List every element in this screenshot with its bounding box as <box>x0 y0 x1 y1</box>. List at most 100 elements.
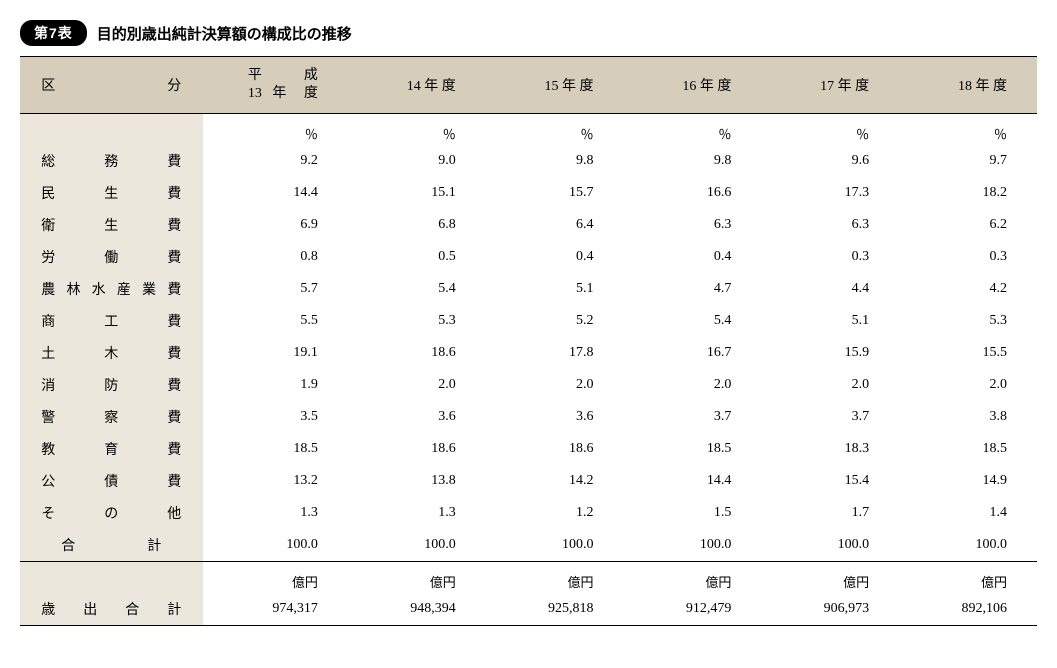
row-6-v1: 18.6 <box>348 337 486 369</box>
row-1-v1: 15.1 <box>348 177 486 209</box>
row-5-label: 商工費 <box>20 305 203 337</box>
grand-row-v2: 925,818 <box>486 593 624 626</box>
unit-pct-row-v2: ％ <box>486 114 624 146</box>
data-table: 区 分 平 成13 年 度 14 年 度 15 年 度 16 年 度 17 年 … <box>20 56 1037 626</box>
row-0: 総務費9.29.09.89.89.69.7 <box>20 145 1037 177</box>
row-5-v3: 5.4 <box>624 305 762 337</box>
row-6-label: 土木費 <box>20 337 203 369</box>
total-row-v0: 100.0 <box>203 529 348 562</box>
row-1: 民生費14.415.115.716.617.318.2 <box>20 177 1037 209</box>
row-11-v3: 1.5 <box>624 497 762 529</box>
unit-yen-row-v1: 億円 <box>348 562 486 594</box>
row-0-v0: 9.2 <box>203 145 348 177</box>
total-row-v3: 100.0 <box>624 529 762 562</box>
row-8-v4: 3.7 <box>761 401 899 433</box>
row-2-v2: 6.4 <box>486 209 624 241</box>
row-10-v2: 14.2 <box>486 465 624 497</box>
row-2-v5: 6.2 <box>899 209 1037 241</box>
grand-row: 歳出合計974,317948,394925,818912,479906,9738… <box>20 593 1037 626</box>
unit-pct-row-v0: ％ <box>203 114 348 146</box>
row-5-v2: 5.2 <box>486 305 624 337</box>
row-6-v2: 17.8 <box>486 337 624 369</box>
total-row-v4: 100.0 <box>761 529 899 562</box>
row-5-v1: 5.3 <box>348 305 486 337</box>
row-8-v1: 3.6 <box>348 401 486 433</box>
unit-pct-row-v4: ％ <box>761 114 899 146</box>
row-5-v4: 5.1 <box>761 305 899 337</box>
row-0-v5: 9.7 <box>899 145 1037 177</box>
grand-row-v0: 974,317 <box>203 593 348 626</box>
row-4-label: 農林水産業費 <box>20 273 203 305</box>
row-3-v1: 0.5 <box>348 241 486 273</box>
row-5-v0: 5.5 <box>203 305 348 337</box>
row-10-v4: 15.4 <box>761 465 899 497</box>
row-11: その他1.31.31.21.51.71.4 <box>20 497 1037 529</box>
row-9-v0: 18.5 <box>203 433 348 465</box>
row-7-v0: 1.9 <box>203 369 348 401</box>
unit-pct-row-label <box>20 114 203 146</box>
row-0-v2: 9.8 <box>486 145 624 177</box>
row-6-v5: 15.5 <box>899 337 1037 369</box>
unit-yen-row-v0: 億円 <box>203 562 348 594</box>
header-row: 区 分 平 成13 年 度 14 年 度 15 年 度 16 年 度 17 年 … <box>20 57 1037 114</box>
row-1-v4: 17.3 <box>761 177 899 209</box>
row-11-v4: 1.7 <box>761 497 899 529</box>
row-4: 農林水産業費5.75.45.14.74.44.2 <box>20 273 1037 305</box>
row-9-v5: 18.5 <box>899 433 1037 465</box>
row-5: 商工費5.55.35.25.45.15.3 <box>20 305 1037 337</box>
total-row: 合計100.0100.0100.0100.0100.0100.0 <box>20 529 1037 562</box>
row-7-label: 消防費 <box>20 369 203 401</box>
row-10-v3: 14.4 <box>624 465 762 497</box>
total-row-label: 合計 <box>20 529 203 562</box>
row-2-v4: 6.3 <box>761 209 899 241</box>
row-4-v1: 5.4 <box>348 273 486 305</box>
row-6-v0: 19.1 <box>203 337 348 369</box>
row-7-v1: 2.0 <box>348 369 486 401</box>
row-7-v2: 2.0 <box>486 369 624 401</box>
row-9-v2: 18.6 <box>486 433 624 465</box>
row-6-v3: 16.7 <box>624 337 762 369</box>
row-0-v4: 9.6 <box>761 145 899 177</box>
unit-pct-row-v3: ％ <box>624 114 762 146</box>
row-7-v4: 2.0 <box>761 369 899 401</box>
row-4-v5: 4.2 <box>899 273 1037 305</box>
unit-yen-row-label <box>20 562 203 594</box>
grand-row-label: 歳出合計 <box>20 593 203 626</box>
row-3-v4: 0.3 <box>761 241 899 273</box>
row-9-label: 教育費 <box>20 433 203 465</box>
row-2-v0: 6.9 <box>203 209 348 241</box>
row-8-v2: 3.6 <box>486 401 624 433</box>
col-year-2: 15 年 度 <box>486 57 624 114</box>
row-7: 消防費1.92.02.02.02.02.0 <box>20 369 1037 401</box>
unit-yen-row-v3: 億円 <box>624 562 762 594</box>
total-row-v1: 100.0 <box>348 529 486 562</box>
unit-pct-row-v1: ％ <box>348 114 486 146</box>
row-2-v1: 6.8 <box>348 209 486 241</box>
row-11-v1: 1.3 <box>348 497 486 529</box>
grand-row-v1: 948,394 <box>348 593 486 626</box>
unit-yen-row: 億円億円億円億円億円億円 <box>20 562 1037 594</box>
col-year-0: 平 成13 年 度 <box>203 57 348 114</box>
row-4-v4: 4.4 <box>761 273 899 305</box>
row-11-v0: 1.3 <box>203 497 348 529</box>
col-year-3: 16 年 度 <box>624 57 762 114</box>
row-7-v5: 2.0 <box>899 369 1037 401</box>
row-0-v1: 9.0 <box>348 145 486 177</box>
row-11-v2: 1.2 <box>486 497 624 529</box>
row-3: 労働費0.80.50.40.40.30.3 <box>20 241 1037 273</box>
row-10: 公債費13.213.814.214.415.414.9 <box>20 465 1037 497</box>
col-category: 区 分 <box>20 57 203 114</box>
row-4-v2: 5.1 <box>486 273 624 305</box>
row-1-label: 民生費 <box>20 177 203 209</box>
col-year-4: 17 年 度 <box>761 57 899 114</box>
row-1-v2: 15.7 <box>486 177 624 209</box>
total-row-v5: 100.0 <box>899 529 1037 562</box>
unit-pct-row: ％％％％％％ <box>20 114 1037 146</box>
row-8-label: 警察費 <box>20 401 203 433</box>
row-8-v3: 3.7 <box>624 401 762 433</box>
row-8: 警察費3.53.63.63.73.73.8 <box>20 401 1037 433</box>
unit-yen-row-v2: 億円 <box>486 562 624 594</box>
row-7-v3: 2.0 <box>624 369 762 401</box>
row-9-v4: 18.3 <box>761 433 899 465</box>
row-10-label: 公債費 <box>20 465 203 497</box>
